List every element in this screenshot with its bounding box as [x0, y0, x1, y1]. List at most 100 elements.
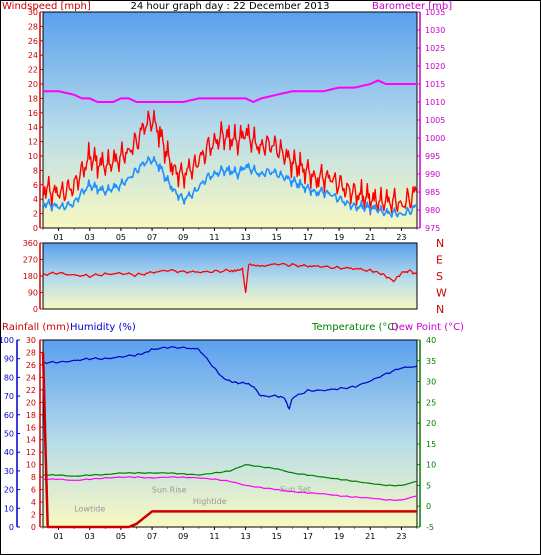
- x-tick-label: 23: [396, 532, 406, 541]
- x-tick-label: 01: [53, 233, 63, 242]
- baro-axis-tick-label: 1035: [425, 8, 445, 17]
- temperature-axis-tick-label: 35: [426, 357, 436, 366]
- rain-axis-tick-label: 16: [26, 423, 36, 432]
- wind-axis-tick-label: 30: [28, 8, 38, 17]
- wind-axis-tick-label: 10: [28, 152, 38, 161]
- baro-axis-tick-label: 1025: [425, 44, 445, 53]
- humidity-axis-tick-label: 0: [9, 523, 14, 532]
- temperature-axis-tick-label: 20: [426, 419, 436, 428]
- compass-label: N: [436, 237, 444, 250]
- baro-axis-tick-label: 1030: [425, 26, 445, 35]
- chart-title: 24 hour graph day : 22 December 2013: [131, 1, 330, 12]
- x-tick-label: 21: [365, 233, 375, 242]
- rain-axis-tick-label: 4: [31, 498, 36, 507]
- x-tick-label: 03: [85, 532, 95, 541]
- wind-gust-series: [42, 109, 418, 216]
- wind-axis-tick-label: 26: [28, 37, 38, 46]
- compass-label: N: [436, 303, 444, 316]
- x-tick-label: 11: [209, 532, 219, 541]
- annotation-label: Lowtide: [74, 504, 105, 513]
- baro-axis-tick-label: 985: [425, 188, 440, 197]
- direction-axis-tick-label: 180: [23, 272, 38, 281]
- temperature-axis-tick-label: -5: [426, 523, 434, 532]
- wind-panel: [42, 11, 418, 229]
- temperature-axis-tick-label: 10: [426, 461, 436, 470]
- direction-panel: [42, 242, 418, 310]
- wind-axis-tick-label: 28: [28, 22, 38, 31]
- rain-axis-tick-label: 28: [26, 348, 36, 357]
- x-tick-label: 13: [240, 233, 250, 242]
- y-axis-title-right: Barometer [mb]: [372, 1, 452, 12]
- x-tick-label: 09: [178, 532, 188, 541]
- humidity-series: [42, 346, 418, 410]
- temperature-axis-tick-label: 30: [426, 378, 436, 387]
- wind-axis-tick-label: 14: [28, 123, 38, 132]
- wind-axis-tick-label: 2: [33, 210, 38, 219]
- humidity-axis-tick-label: 60: [4, 411, 14, 420]
- annotation-label: Hightide: [193, 497, 227, 506]
- direction-axis-tick-label: 90: [28, 289, 38, 298]
- x-tick-label: 15: [272, 233, 282, 242]
- rain-axis-tick-label: 22: [26, 386, 36, 395]
- rain-axis-tick-label: 26: [26, 361, 36, 370]
- x-tick-label: 21: [365, 532, 375, 541]
- humidity-axis-tick-label: 30: [4, 467, 14, 476]
- y-axis-title-temperature: Temperature (°C): [311, 322, 398, 333]
- x-tick-label: 11: [209, 233, 219, 242]
- x-tick-label: 17: [303, 532, 313, 541]
- rain-axis-tick-label: 30: [26, 336, 36, 345]
- wind-axis-tick-label: 22: [28, 66, 38, 75]
- humidity-axis-tick-label: 80: [4, 373, 14, 382]
- y-axis-title-humidity: Humidity (%): [70, 322, 136, 333]
- rain-axis-tick-label: 20: [26, 398, 36, 407]
- temperature-axis-tick-label: 15: [426, 440, 436, 449]
- y-axis-title-rain: Rainfall (mm): [2, 322, 70, 333]
- x-tick-label: 23: [396, 233, 406, 242]
- x-tick-label: 01: [53, 532, 63, 541]
- baro-axis-tick-label: 1000: [425, 134, 445, 143]
- compass-label: W: [436, 287, 447, 300]
- compass-label: S: [436, 270, 443, 283]
- wind-axis-tick-label: 16: [28, 109, 38, 118]
- baro-axis-tick-label: 1010: [425, 98, 445, 107]
- humidity-axis-tick-label: 70: [4, 392, 14, 401]
- annotation-label: Sun Rise: [152, 486, 187, 495]
- baro-axis-tick-label: 980: [425, 206, 440, 215]
- x-tick-label: 15: [272, 532, 282, 541]
- direction-axis-tick-label: 270: [23, 256, 38, 265]
- baro-axis-tick-label: 990: [425, 170, 440, 179]
- wind-axis-tick-label: 6: [33, 181, 38, 190]
- x-tick-label: 07: [147, 532, 157, 541]
- wind-axis-tick-label: 24: [28, 51, 38, 60]
- wind-axis-tick-label: 4: [33, 195, 38, 204]
- rain-axis-tick-label: 8: [31, 473, 36, 482]
- rain-axis-tick-label: 2: [31, 511, 36, 520]
- dewpoint-series: [42, 476, 418, 501]
- direction-axis-tick-label: 0: [33, 305, 38, 314]
- rain-axis-tick-label: 24: [26, 373, 36, 382]
- rain-axis-tick-label: 10: [26, 461, 36, 470]
- baro-axis-tick-label: 975: [425, 224, 440, 233]
- humidity-axis-tick-label: 20: [4, 486, 14, 495]
- humidity-axis-tick-label: 50: [4, 430, 14, 439]
- x-tick-label: 19: [334, 233, 344, 242]
- temperature-axis-tick-label: 25: [426, 398, 436, 407]
- wind-average-series: [42, 155, 418, 218]
- x-tick-label: 07: [147, 233, 157, 242]
- x-tick-label: 03: [85, 233, 95, 242]
- x-tick-label: 19: [334, 532, 344, 541]
- compass-label: E: [436, 254, 443, 267]
- rain-axis-tick-label: 12: [26, 448, 36, 457]
- direction-axis-tick-label: 360: [23, 239, 38, 248]
- x-tick-label: 05: [116, 532, 126, 541]
- temperature-axis-tick-label: 40: [426, 336, 436, 345]
- y-axis-title-left: Windspeed [mph]: [2, 1, 91, 12]
- rainfall-series: [41, 352, 418, 529]
- wind-axis-tick-label: 0: [33, 224, 38, 233]
- baro-axis-tick-label: 1020: [425, 62, 445, 71]
- wind-direction-series: [43, 262, 418, 294]
- humidity-axis-tick-label: 10: [4, 504, 14, 513]
- rain-axis-tick-label: 18: [26, 411, 36, 420]
- y-axis-title-dewpoint: Dew Point (°C): [391, 322, 464, 333]
